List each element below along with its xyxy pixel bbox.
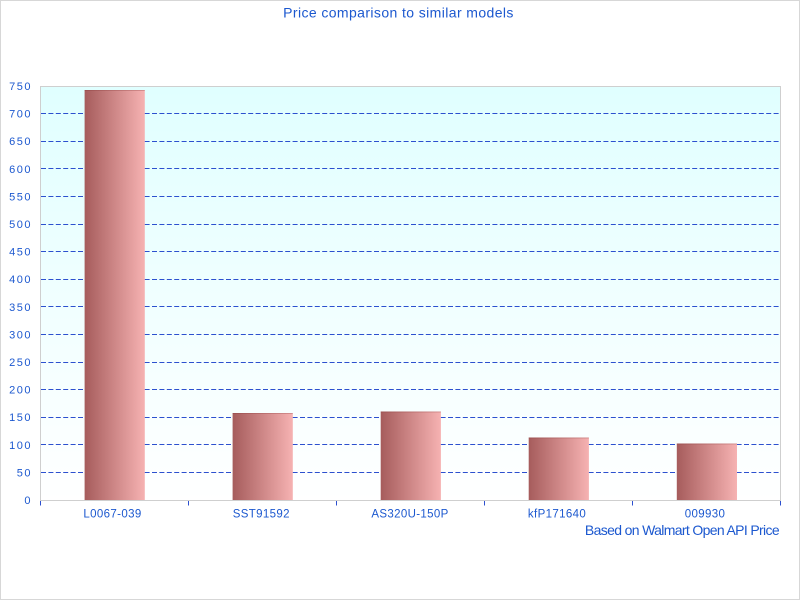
svg-text:0: 0 bbox=[24, 495, 32, 507]
svg-text:450: 450 bbox=[9, 247, 32, 259]
svg-text:700: 700 bbox=[9, 109, 32, 121]
svg-text:750: 750 bbox=[9, 81, 32, 93]
svg-text:50: 50 bbox=[17, 467, 32, 479]
svg-text:300: 300 bbox=[9, 329, 32, 341]
svg-text:Based on Walmart Open API Pric: Based on Walmart Open API Price bbox=[585, 522, 780, 538]
svg-text:150: 150 bbox=[9, 412, 32, 424]
svg-text:kfP171640: kfP171640 bbox=[528, 509, 586, 521]
svg-text:550: 550 bbox=[9, 191, 32, 203]
svg-text:AS320U-150P: AS320U-150P bbox=[371, 509, 448, 521]
svg-text:100: 100 bbox=[9, 440, 32, 452]
svg-text:L0067-039: L0067-039 bbox=[83, 509, 141, 521]
svg-text:600: 600 bbox=[9, 164, 32, 176]
svg-text:SST91592: SST91592 bbox=[233, 509, 290, 521]
svg-text:400: 400 bbox=[9, 274, 32, 286]
svg-text:650: 650 bbox=[9, 136, 32, 148]
svg-text:350: 350 bbox=[9, 302, 32, 314]
svg-text:009930: 009930 bbox=[685, 509, 725, 521]
svg-text:200: 200 bbox=[9, 385, 32, 397]
svg-text:250: 250 bbox=[9, 357, 32, 369]
svg-text:500: 500 bbox=[9, 219, 32, 231]
svg-text:Price comparison to similar mo: Price comparison to similar models bbox=[283, 5, 514, 21]
